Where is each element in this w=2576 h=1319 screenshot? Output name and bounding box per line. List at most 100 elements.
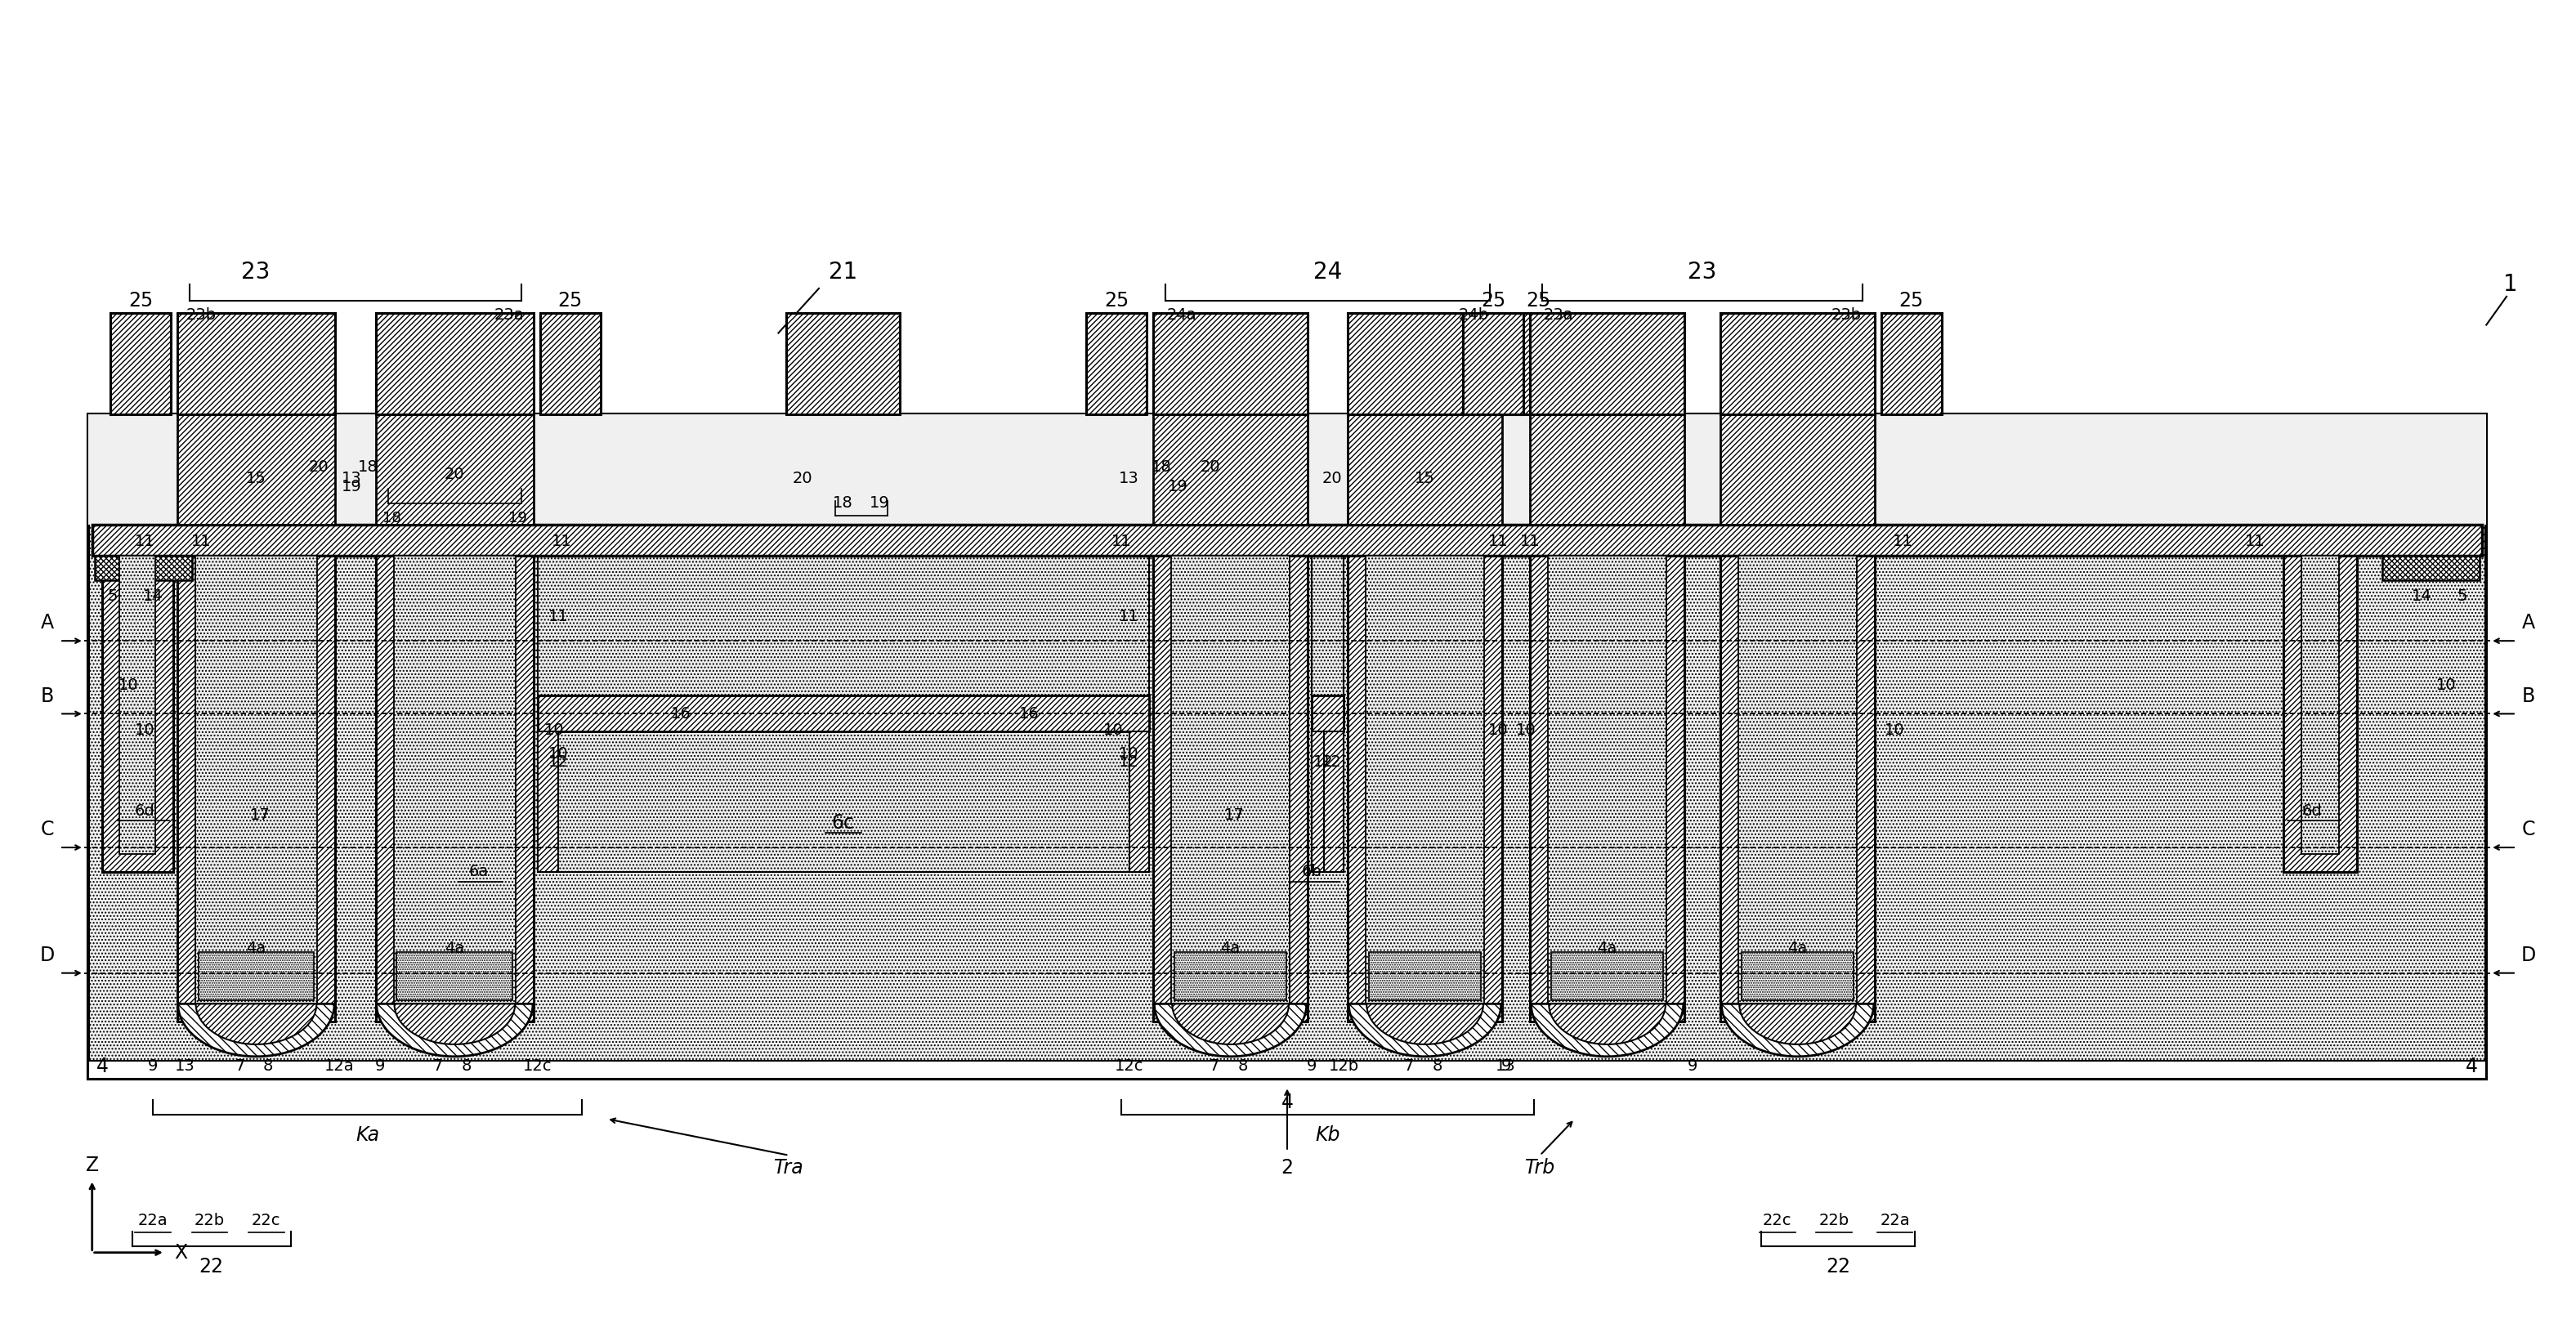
Text: 25: 25 [1525,290,1551,310]
Bar [1530,414,1685,525]
Bar [1368,952,1481,1001]
Text: 12: 12 [1321,754,1342,770]
Bar [376,313,533,414]
Bar [376,414,533,525]
Bar [397,952,513,1001]
Text: 20: 20 [1321,471,1342,487]
Bar [1463,313,1525,414]
Text: 12c: 12c [523,1058,551,1074]
Text: 12b: 12b [1329,1058,1360,1074]
Polygon shape [1368,1004,1484,1045]
Text: 10: 10 [1118,747,1139,762]
Bar [118,555,155,853]
Text: 9: 9 [1306,1058,1316,1074]
Text: 11: 11 [551,533,572,549]
Bar [1154,313,1309,414]
Text: 6c: 6c [832,814,855,834]
Bar [394,555,515,1004]
Text: 23b: 23b [185,307,216,323]
Text: 12a: 12a [325,1058,353,1074]
Bar [1175,952,1285,1001]
Text: 11: 11 [2246,533,2264,549]
Text: 19: 19 [871,496,889,510]
Polygon shape [1350,1004,1502,1057]
Bar [1510,313,1569,414]
Text: 23b: 23b [1832,307,1862,323]
Text: 22: 22 [198,1257,224,1277]
Bar [1530,313,1685,414]
Text: 20: 20 [1200,459,1221,475]
Bar [88,1060,2486,1079]
Text: 4a: 4a [1597,940,1618,956]
Text: 4a: 4a [1221,940,1242,956]
Text: 22c: 22c [1762,1212,1793,1228]
Text: 13: 13 [1497,1058,1517,1074]
Text: 4: 4 [2465,1057,2478,1076]
Text: 9: 9 [374,1058,384,1074]
Text: 25: 25 [1105,290,1128,310]
Text: 10: 10 [134,723,155,737]
Text: 9: 9 [1687,1058,1698,1074]
Text: 22b: 22b [193,1212,224,1228]
Text: 4a: 4a [446,940,464,956]
Text: 9: 9 [1502,1058,1512,1074]
Text: 17: 17 [250,807,270,823]
Text: Ka: Ka [355,1125,379,1145]
Text: Kb: Kb [1316,1125,1340,1145]
Bar [1548,555,1667,1004]
Text: B: B [41,686,54,706]
Text: Trb: Trb [1525,1158,1556,1178]
Text: 12: 12 [1118,754,1139,770]
Text: 10: 10 [1103,723,1123,737]
Polygon shape [1172,1004,1288,1045]
Bar [1365,555,1484,1004]
Text: 25: 25 [1899,290,1924,310]
Polygon shape [1548,1004,1667,1045]
Text: 7: 7 [1208,1058,1218,1074]
Bar [2300,555,2339,853]
Text: 22a: 22a [139,1212,167,1228]
Text: 12c: 12c [1115,1058,1144,1074]
Text: 19: 19 [507,510,528,525]
Text: 4a: 4a [1788,940,1808,956]
Polygon shape [394,1004,515,1045]
Text: 23: 23 [242,261,270,284]
Bar [1721,555,1875,1022]
Text: 23a: 23a [1543,307,1574,323]
Text: 10: 10 [118,678,139,694]
Text: B: B [2522,686,2535,706]
Text: 9: 9 [147,1058,157,1074]
Bar [88,414,2486,525]
Text: 13: 13 [175,1058,196,1074]
Text: 7: 7 [1404,1058,1414,1074]
Bar [1551,952,1664,1001]
Text: 13: 13 [1118,471,1139,487]
Bar [2383,555,2481,580]
Bar [1154,414,1309,525]
Bar [1154,555,1309,1022]
Text: 11: 11 [1520,533,1540,549]
Text: 1: 1 [2504,273,2517,295]
Text: 11: 11 [191,533,211,549]
Text: 14: 14 [2411,588,2432,604]
Text: 23: 23 [1687,261,1716,284]
Bar [196,555,317,1004]
Bar [538,732,559,872]
Text: 23a: 23a [495,307,526,323]
Bar [1311,555,1345,872]
Bar [95,555,191,580]
Bar [1311,732,1332,872]
Bar [198,952,314,1001]
Polygon shape [1530,1004,1682,1057]
Text: 5: 5 [108,588,118,604]
Polygon shape [1739,1004,1855,1045]
Text: 22: 22 [1826,1257,1850,1277]
Text: 16: 16 [1020,706,1041,721]
Text: 18: 18 [1151,459,1172,475]
Text: 10: 10 [2437,678,2455,694]
Bar [1311,695,1345,732]
Text: 10: 10 [549,747,569,762]
Text: 20: 20 [793,471,814,487]
Text: 6d: 6d [2303,803,2321,819]
Text: 19: 19 [1167,479,1188,495]
